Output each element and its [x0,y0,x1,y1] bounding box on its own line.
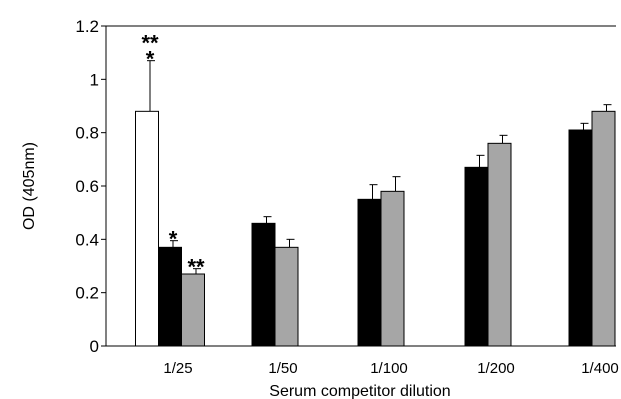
x-axis-title: Serum competitor dilution [269,383,450,399]
significance-marker: * [146,47,155,72]
significance-marker: * [169,227,178,252]
x-tick-label: 1/100 [370,360,408,377]
x-tick-label: 1/50 [268,360,297,377]
bar-1-50-series-3 [274,246,299,347]
significance-annotations: ****** [141,31,205,280]
x-axis-tick-labels: 1/25 1/50 1/100 1/200 1/400 [163,360,618,377]
bar-1-400-series-2 [568,129,593,347]
x-tick-label: 1/400 [581,360,619,377]
y-tick-label: 1.2 [75,17,99,36]
bar-group [135,110,616,347]
y-tick-label: 0.8 [75,124,99,143]
bar-1-200-series-2 [464,166,489,347]
y-axis-ticks: 0 0.2 0.4 0.6 0.8 1 1.2 [75,17,106,356]
bar-1-100-series-2 [357,198,382,347]
y-tick-label: 1 [90,70,99,89]
bar-1-25-series-1 [135,110,159,347]
bar-1-400-series-3 [591,110,616,347]
bar-1-200-series-3 [487,142,512,347]
y-tick-label: 0 [90,337,99,356]
y-tick-label: 0.4 [75,230,99,249]
significance-marker: ** [141,31,159,56]
y-tick-label: 0.6 [75,177,99,196]
error-bars [147,60,612,274]
bar-1-25-series-2 [158,246,182,347]
bar-1-25-series-3 [181,273,205,347]
x-tick-label: 1/25 [163,360,192,377]
bar-1-50-series-2 [251,222,276,347]
y-axis-title: OD (405nm) [21,142,38,230]
bar-1-100-series-3 [380,190,405,347]
y-tick-label: 0.2 [75,284,99,303]
x-tick-label: 1/200 [477,360,515,377]
significance-marker: ** [187,255,205,280]
